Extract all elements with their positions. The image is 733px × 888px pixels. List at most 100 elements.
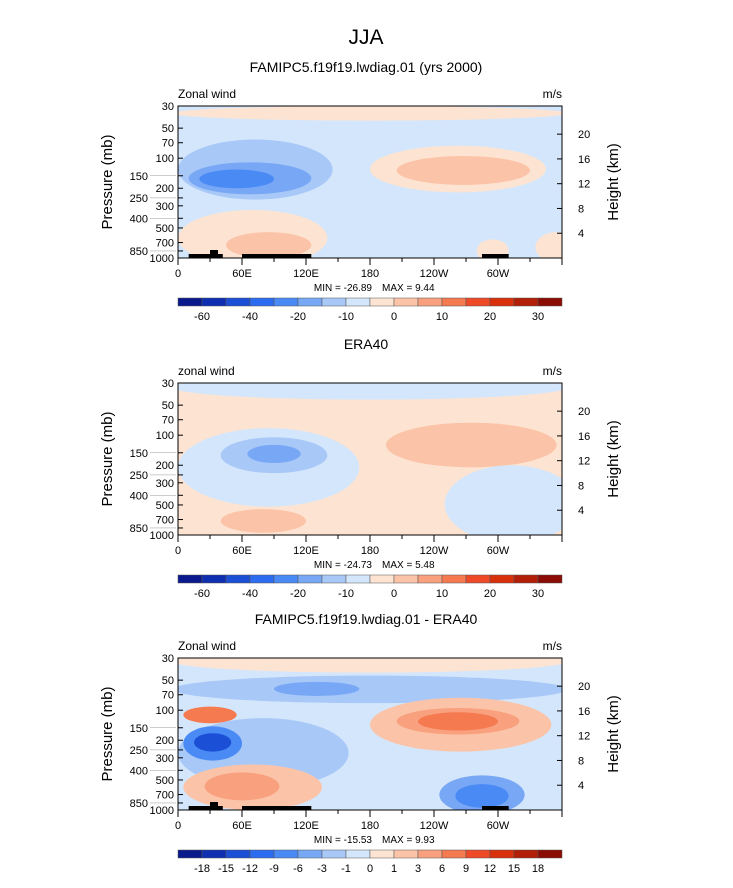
contour-region	[183, 706, 237, 724]
colorbar-swatch	[297, 297, 323, 307]
colorbar-label: 18	[532, 863, 544, 875]
y2-axis-label: Height (km)	[605, 695, 622, 773]
panel-title: FAMIPC5.f19f19.lwdiag.01 - ERA40	[255, 611, 478, 627]
colorbar-swatch	[273, 297, 299, 307]
y2-tick-label: 20	[578, 406, 590, 418]
colorbar-swatch	[417, 574, 443, 584]
colorbar-swatch	[225, 297, 251, 307]
colorbar-label: 9	[463, 863, 469, 875]
units-label: m/s	[543, 639, 562, 653]
y-tick-label: 200	[156, 735, 174, 747]
y-tick-label: 50	[162, 675, 174, 687]
y-tick-label: 70	[162, 138, 174, 150]
colorbar-swatch	[345, 574, 371, 584]
contour-field	[178, 106, 562, 258]
colorbar-swatch	[321, 574, 347, 584]
colorbar-swatch	[393, 849, 419, 859]
y-tick-label: 1000	[150, 253, 174, 265]
contour-region	[455, 784, 509, 808]
contour-region	[178, 658, 562, 673]
max-label: MAX = 5.48	[382, 560, 435, 571]
colorbar-swatch	[417, 297, 443, 307]
colorbar-swatch	[537, 849, 563, 859]
colorbar-label: 20	[484, 588, 496, 600]
y-tick-label: 500	[156, 500, 174, 512]
variable-label: Zonal wind	[178, 639, 236, 653]
colorbar-swatch	[345, 849, 371, 859]
y-tick-label: 250	[130, 745, 148, 757]
colorbar-label: -6	[293, 863, 303, 875]
colorbar-label: -10	[338, 311, 354, 323]
x-tick-label: 0	[175, 820, 181, 832]
colorbar-swatch	[273, 849, 299, 859]
y-tick-label: 70	[162, 415, 174, 427]
panel-title: ERA40	[344, 336, 389, 352]
colorbar-swatch	[177, 297, 203, 307]
colorbar-swatch	[465, 574, 491, 584]
colorbar-swatch	[369, 297, 395, 307]
y-tick-label: 100	[156, 430, 174, 442]
y-tick-label: 150	[130, 723, 148, 735]
colorbar-swatch	[249, 574, 275, 584]
y-axis-label: Pressure (mb)	[99, 411, 116, 506]
x-tick-label: 0	[175, 545, 181, 557]
colorbar-swatch	[369, 574, 395, 584]
colorbar-swatch	[441, 574, 467, 584]
topography-bar	[242, 254, 312, 258]
x-tick-label: 60W	[487, 820, 510, 832]
y2-tick-label: 12	[578, 179, 590, 191]
colorbar-label: -12	[242, 863, 258, 875]
colorbar-swatch	[201, 849, 227, 859]
y2-tick-label: 4	[578, 780, 584, 792]
colorbar-label: 0	[391, 588, 397, 600]
y2-axis-label: Height (km)	[605, 420, 622, 498]
y-tick-label: 150	[130, 448, 148, 460]
topography-bar	[242, 806, 312, 810]
topography-bar	[210, 802, 218, 807]
contour-region	[386, 422, 557, 468]
y-tick-label: 30	[162, 653, 174, 665]
colorbar-label: -18	[194, 863, 210, 875]
units-label: m/s	[543, 364, 562, 378]
colorbar-label: -60	[194, 311, 210, 323]
colorbar-label: 12	[484, 863, 496, 875]
y-tick-label: 70	[162, 690, 174, 702]
colorbar-label: 0	[391, 311, 397, 323]
contour-region	[178, 383, 562, 400]
x-tick-label: 60W	[487, 268, 510, 280]
topography-bar	[210, 250, 218, 255]
colorbar-label: -40	[242, 588, 258, 600]
y-tick-label: 850	[130, 246, 148, 258]
contour-region	[178, 675, 562, 704]
y-tick-label: 50	[162, 400, 174, 412]
contour-region	[247, 444, 301, 464]
y-tick-label: 300	[156, 753, 174, 765]
panel-3: FAMIPC5.f19f19.lwdiag.01 - ERA40 Zonal wi…	[99, 611, 622, 875]
x-tick-label: 180	[361, 820, 379, 832]
x-tick-label: 120E	[293, 268, 319, 280]
contour-region	[194, 733, 232, 752]
colorbar-label: 1	[391, 863, 397, 875]
colorbar-label: -40	[242, 311, 258, 323]
y-tick-label: 300	[156, 478, 174, 490]
contour-region	[396, 155, 530, 185]
colorbar-label: 0	[367, 863, 373, 875]
topography-bar	[188, 254, 223, 258]
y-tick-label: 100	[156, 153, 174, 165]
colorbar-swatch	[465, 297, 491, 307]
colorbar-label: -9	[269, 863, 279, 875]
colorbar-swatch	[417, 849, 443, 859]
y-tick-label: 700	[156, 238, 174, 250]
y2-tick-label: 16	[578, 706, 590, 718]
colorbar-label: -1	[341, 863, 351, 875]
x-tick-label: 120W	[420, 820, 449, 832]
colorbar-swatch	[489, 297, 515, 307]
colorbar-label: 10	[436, 311, 448, 323]
x-tick-label: 120W	[420, 268, 449, 280]
y-tick-label: 300	[156, 201, 174, 213]
colorbar-swatch	[441, 849, 467, 859]
y-tick-label: 50	[162, 123, 174, 135]
y-tick-label: 500	[156, 223, 174, 235]
